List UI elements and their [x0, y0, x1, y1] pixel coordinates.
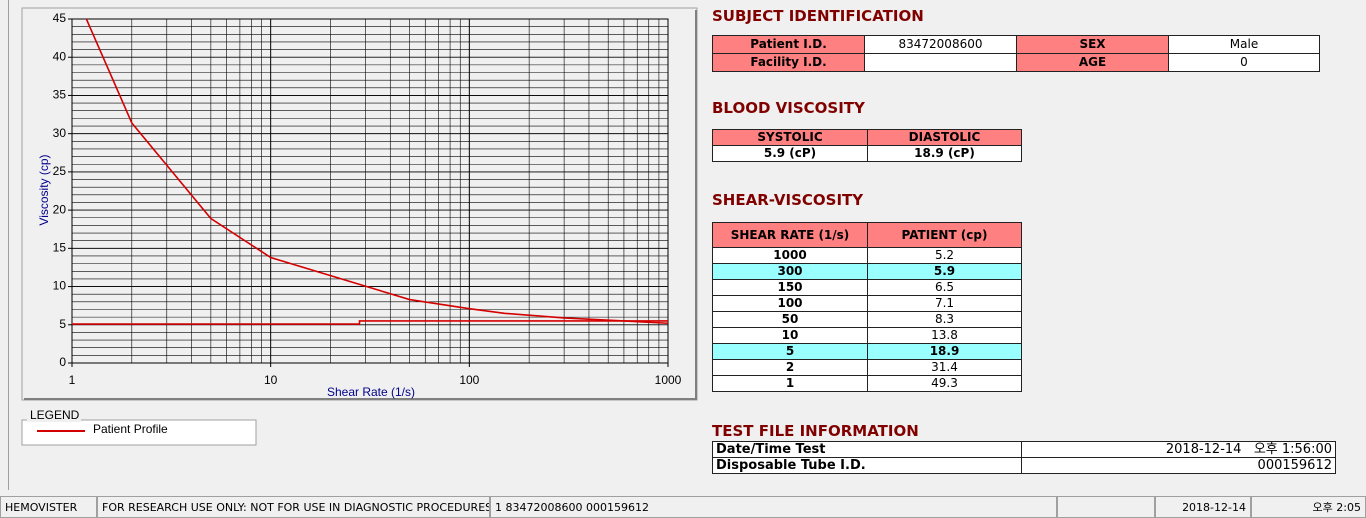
table-row: 2 31.4 [712, 359, 1022, 376]
status-cell: 2018-12-14 [1155, 496, 1251, 518]
value-cell: 18.9 (cP) [867, 145, 1022, 162]
table-row: 5 18.9 [712, 343, 1022, 360]
table-row: 1000 5.2 [712, 247, 1022, 264]
section-title: SUBJECT IDENTIFICATION [712, 7, 924, 25]
y-tick-label: 35 [53, 88, 67, 102]
table-row: 10 13.8 [712, 327, 1022, 344]
table-row: 1 49.3 [712, 375, 1022, 392]
rate-cell: 5 [712, 343, 868, 360]
legend-title: LEGEND [30, 408, 80, 422]
table-row: 300 5.9 [712, 263, 1022, 280]
y-tick-label: 0 [59, 355, 66, 369]
value-cell: 5.9 [867, 263, 1022, 280]
value-cell: 0 [1168, 53, 1320, 72]
section-title: BLOOD VISCOSITY [712, 99, 865, 117]
label-cell: Patient I.D. [712, 35, 865, 54]
status-cell: 1 83472008600 000159612 [490, 496, 1057, 518]
table-row: 100 7.1 [712, 295, 1022, 312]
status-cell [1057, 496, 1155, 518]
legend-box [21, 419, 257, 446]
x-tick-label: 10 [264, 373, 278, 387]
value-cell: 6.5 [867, 279, 1022, 296]
legend-label: Patient Profile [93, 422, 168, 436]
x-axis-label: Shear Rate (1/s) [327, 385, 415, 399]
value-cell [864, 53, 1017, 72]
status-cell: HEMOVISTER [0, 496, 97, 518]
y-axis-label: Viscosity (cp) [37, 154, 51, 225]
blood-table: SYSTOLIC DIASTOLIC 5.9 (cP) 18.9 (cP) [712, 129, 1022, 162]
x-tick-label: 1 [69, 373, 76, 387]
status-cell: FOR RESEARCH USE ONLY: NOT FOR USE IN DI… [97, 496, 490, 518]
rate-cell: 50 [712, 311, 868, 328]
label-cell: AGE [1016, 53, 1169, 72]
value-cell: 5.2 [867, 247, 1022, 264]
section-title: SHEAR-VISCOSITY [712, 191, 864, 209]
value-cell: 13.8 [867, 327, 1022, 344]
value-cell: 18.9 [867, 343, 1022, 360]
table-row: 150 6.5 [712, 279, 1022, 296]
label-cell: Disposable Tube I.D. [712, 457, 1022, 474]
rate-cell: 100 [712, 295, 868, 312]
subject-table: Patient I.D. 83472008600 SEX Male Facili… [712, 35, 1320, 72]
series-line [85, 19, 668, 325]
table-row: 50 8.3 [712, 311, 1022, 328]
y-tick-label: 25 [53, 164, 67, 178]
rate-cell: 150 [712, 279, 868, 296]
header-cell: SHEAR RATE (1/s) [712, 222, 868, 248]
value-cell: 5.9 (cP) [712, 145, 868, 162]
y-tick-label: 10 [53, 279, 67, 293]
value-cell: 2018-12-14 오후 1:56:00 [1021, 441, 1336, 458]
y-tick-label: 20 [53, 202, 67, 216]
plot-area [71, 18, 669, 364]
legend-title-bg [27, 409, 81, 422]
y-tick-label: 30 [53, 126, 67, 140]
value-cell: 8.3 [867, 311, 1022, 328]
rate-cell: 2 [712, 359, 868, 376]
x-tick-label: 100 [459, 373, 479, 387]
label-cell: Facility I.D. [712, 53, 865, 72]
rate-cell: 300 [712, 263, 868, 280]
value-cell: Male [1168, 35, 1320, 54]
y-tick-label: 5 [59, 317, 66, 331]
series-line [72, 320, 668, 325]
header-cell: PATIENT (cp) [867, 222, 1022, 248]
shear-table: SHEAR RATE (1/s) PATIENT (cp) 1000 5.2 300… [712, 222, 1022, 392]
left-border [8, 0, 9, 490]
value-cell: 49.3 [867, 375, 1022, 392]
plot-lines [72, 19, 668, 325]
value-cell: 31.4 [867, 359, 1022, 376]
status-bar: HEMOVISTER FOR RESEARCH USE ONLY: NOT FO… [0, 496, 1366, 518]
section-title: TEST FILE INFORMATION [712, 422, 919, 440]
status-cell: 오후 2:05 [1251, 496, 1366, 518]
value-cell: 7.1 [867, 295, 1022, 312]
x-tick-label: 1000 [655, 373, 682, 387]
chart-panel: Shear Rate (1/s) Viscosity (cp) LEGEND 0… [21, 7, 698, 446]
value-cell: 83472008600 [864, 35, 1017, 54]
y-tick-label: 45 [53, 11, 67, 25]
header-cell: SYSTOLIC [712, 129, 868, 146]
rate-cell: 1 [712, 375, 868, 392]
y-tick-label: 15 [53, 241, 67, 255]
rate-cell: 1000 [712, 247, 868, 264]
header-cell: DIASTOLIC [867, 129, 1022, 146]
value-cell: 000159612 [1021, 457, 1336, 474]
rate-cell: 10 [712, 327, 868, 344]
y-tick-label: 40 [53, 49, 67, 63]
label-cell: SEX [1016, 35, 1169, 54]
label-cell: Date/Time Test [712, 441, 1022, 458]
test-file-table: Date/Time Test 2018-12-14 오후 1:56:00 Dis… [712, 441, 1336, 474]
